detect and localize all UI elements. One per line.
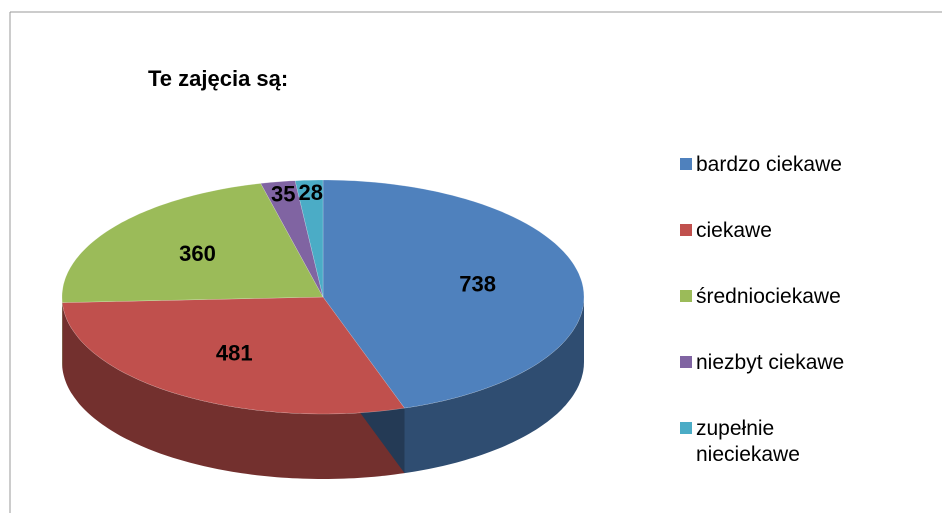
slice <box>62 296 405 415</box>
slice <box>294 179 324 298</box>
legend-item: ciekawe <box>680 218 880 284</box>
slice <box>61 183 324 303</box>
slice <box>322 179 585 409</box>
data-label: 360 <box>179 241 216 266</box>
legend-swatch <box>680 422 692 434</box>
data-label: 35 <box>271 181 295 206</box>
slice <box>260 180 324 298</box>
legend-item: bardzo ciekawe <box>680 152 880 218</box>
legend-swatch <box>680 224 692 236</box>
legend-label: średniociekawe <box>696 285 841 308</box>
legend-label: ciekawe <box>696 219 772 242</box>
chart-title: Te zajęcia są: <box>148 66 288 91</box>
legend-item: niezbyt ciekawe <box>680 350 880 416</box>
legend-swatch <box>680 356 692 368</box>
legend-label: zupełnie nieciekawe <box>696 417 800 466</box>
data-label: 28 <box>298 180 322 205</box>
legend-swatch <box>680 290 692 302</box>
data-label: 738 <box>459 272 496 297</box>
legend: bardzo ciekawe ciekawe średniociekawe niezb… <box>680 152 880 482</box>
legend-item: średniociekawe <box>680 284 880 350</box>
legend-item: zupełnie nieciekawe <box>680 416 880 482</box>
data-label: 481 <box>216 341 253 366</box>
legend-swatch <box>680 158 692 170</box>
slice-side <box>404 297 584 474</box>
slice-side <box>62 302 405 479</box>
legend-label: niezbyt ciekawe <box>696 351 845 374</box>
legend-label: bardzo ciekawe <box>696 153 842 176</box>
